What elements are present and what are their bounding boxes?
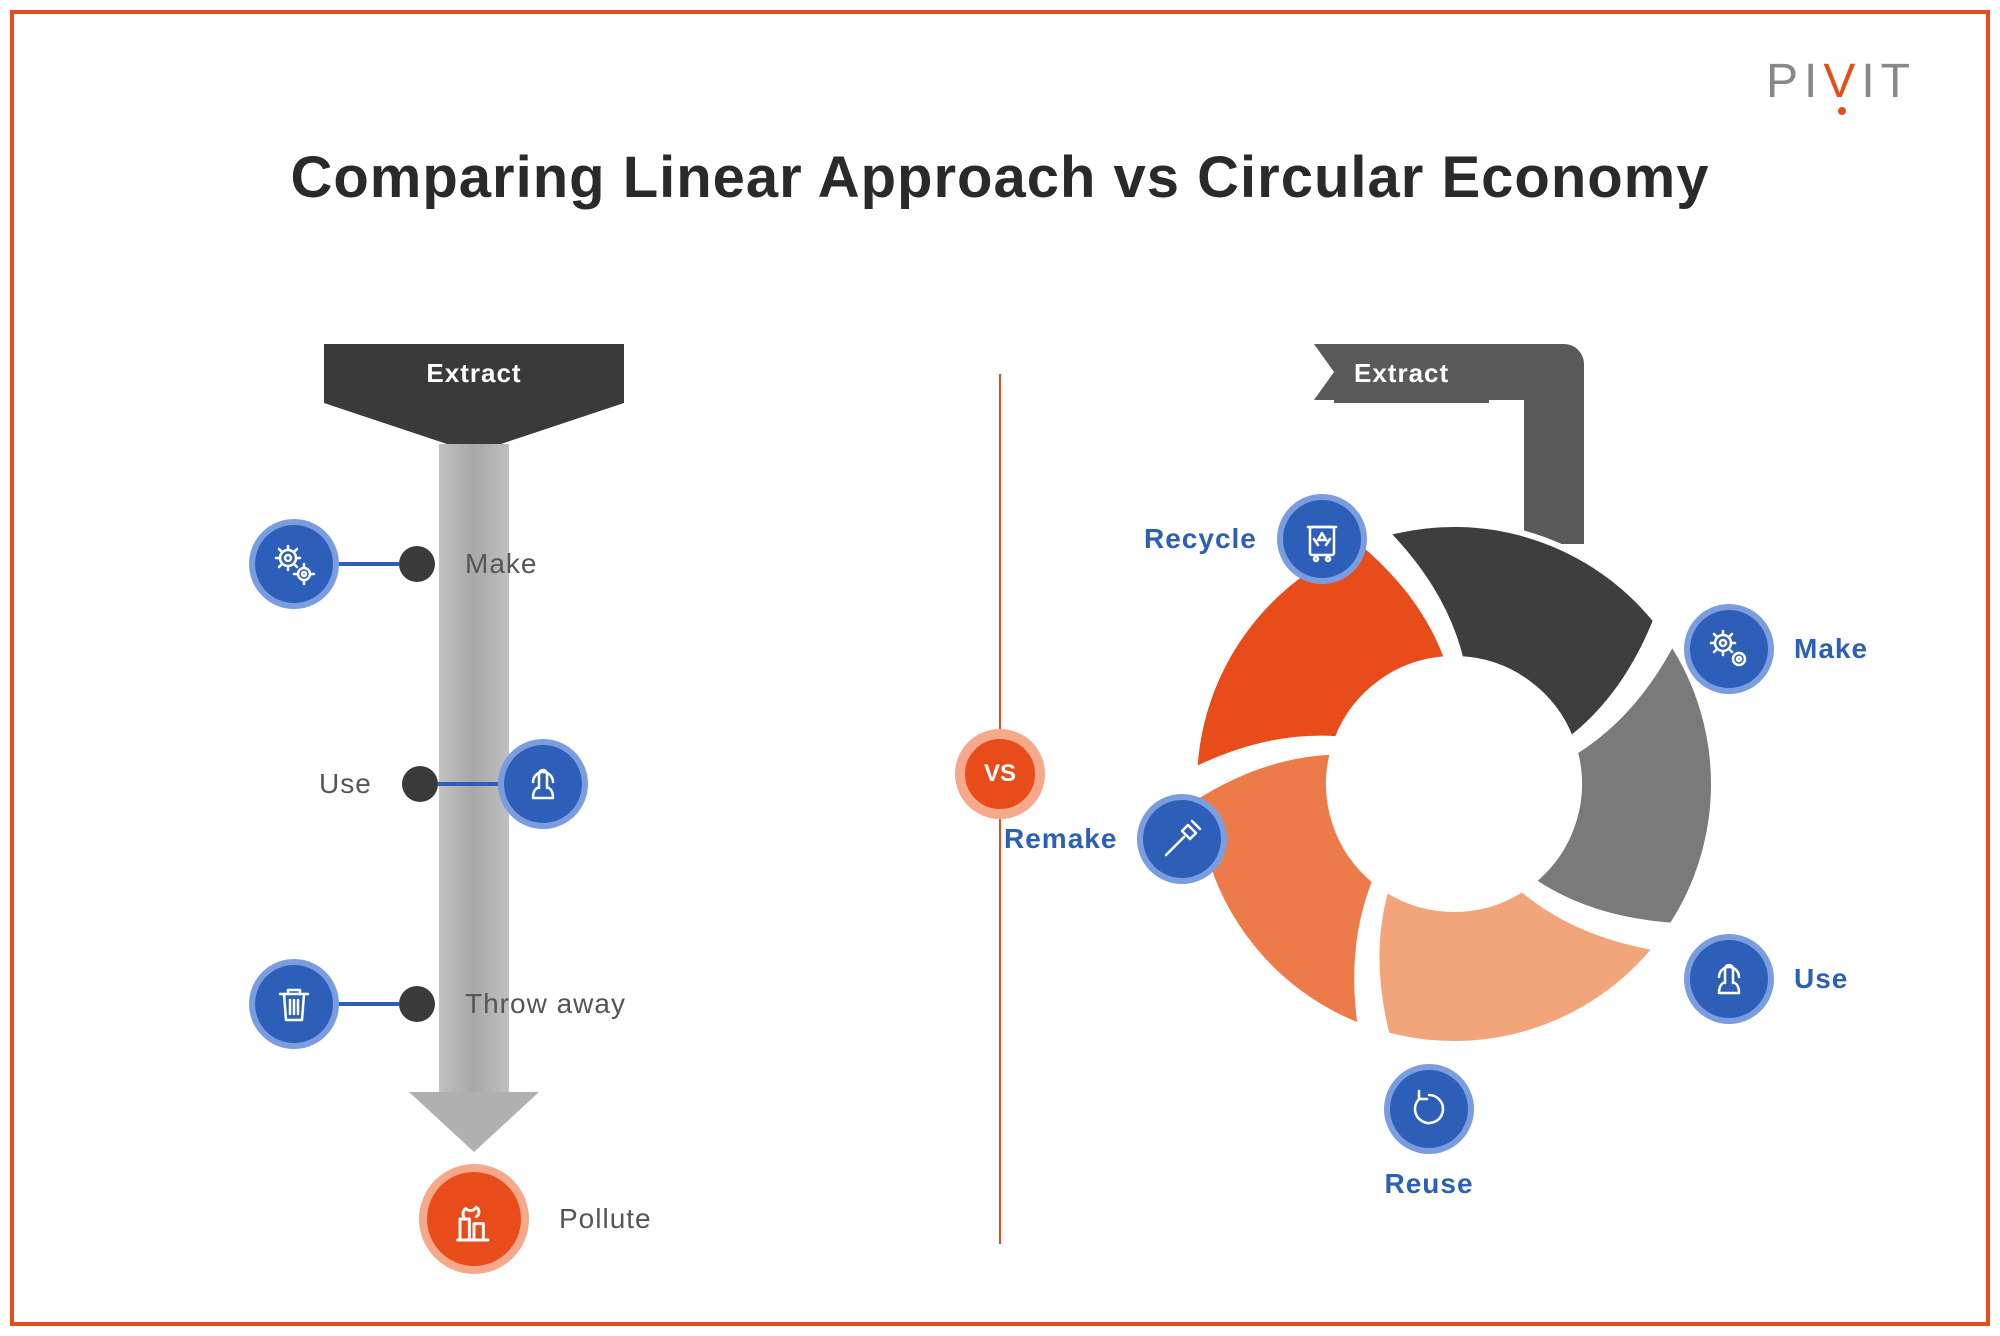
connector-line bbox=[339, 562, 399, 566]
factory-icon bbox=[419, 1164, 529, 1274]
linear-step-make: Make bbox=[249, 519, 567, 609]
circular-node-use-label: Use bbox=[1794, 963, 1848, 995]
touch-icon bbox=[498, 739, 588, 829]
gears-icon bbox=[249, 519, 339, 609]
circular-node-make: Make bbox=[1684, 604, 1868, 694]
cycle-icon bbox=[1384, 1064, 1474, 1154]
connector-line bbox=[339, 1002, 399, 1006]
connector-dot bbox=[402, 766, 438, 802]
linear-extract-funnel: Extract bbox=[324, 344, 624, 453]
circular-node-make-label: Make bbox=[1794, 633, 1868, 665]
connector-line bbox=[438, 782, 498, 786]
linear-step-use: Use bbox=[289, 739, 588, 829]
page-title: Comparing Linear Approach vs Circular Ec… bbox=[14, 144, 1986, 211]
linear-step-throwaway: Throw away bbox=[249, 959, 656, 1049]
linear-step-throwaway-label: Throw away bbox=[465, 988, 626, 1020]
brand-logo: PIVIT bbox=[1766, 54, 1916, 109]
linear-diagram: Extract Make Use bbox=[194, 344, 794, 1244]
circular-node-remake-label: Remake bbox=[1004, 823, 1117, 855]
linear-step-make-label: Make bbox=[465, 548, 537, 580]
gears-icon bbox=[1684, 604, 1774, 694]
circular-node-reuse-label: Reuse bbox=[1384, 1168, 1473, 1200]
circular-diagram: Extract Make Use Reuse bbox=[1084, 344, 1904, 1244]
circular-node-remake: Remake bbox=[1004, 794, 1227, 884]
linear-extract-label: Extract bbox=[324, 344, 624, 403]
connector-dot bbox=[399, 986, 435, 1022]
circular-node-recycle: Recycle bbox=[1144, 494, 1367, 584]
linear-step-use-label: Use bbox=[319, 768, 372, 800]
linear-step-pollute-label: Pollute bbox=[559, 1203, 652, 1235]
infographic-frame: PIVIT Comparing Linear Approach vs Circu… bbox=[10, 10, 1990, 1326]
circular-extract-ribbon: Extract bbox=[1314, 344, 1489, 403]
circular-node-reuse: Reuse bbox=[1384, 1064, 1474, 1200]
donut-center bbox=[1333, 663, 1575, 905]
hammer-icon bbox=[1137, 794, 1227, 884]
funnel-arrow-tip bbox=[409, 1092, 539, 1152]
connector-dot bbox=[399, 546, 435, 582]
linear-step-pollute: Pollute bbox=[419, 1164, 682, 1274]
touch-icon bbox=[1684, 934, 1774, 1024]
recyclebin-icon bbox=[1277, 494, 1367, 584]
vs-badge: VS bbox=[955, 729, 1045, 819]
circular-donut-chart bbox=[1174, 504, 1734, 1064]
trash-icon bbox=[249, 959, 339, 1049]
circular-extract-label: Extract bbox=[1334, 344, 1489, 403]
logo-part-2: IT bbox=[1861, 55, 1916, 108]
logo-part-accent: V bbox=[1823, 54, 1861, 109]
ribbon-notch bbox=[1314, 344, 1334, 400]
circular-node-recycle-label: Recycle bbox=[1144, 523, 1257, 555]
logo-part-1: PI bbox=[1766, 55, 1823, 108]
circular-node-use: Use bbox=[1684, 934, 1848, 1024]
